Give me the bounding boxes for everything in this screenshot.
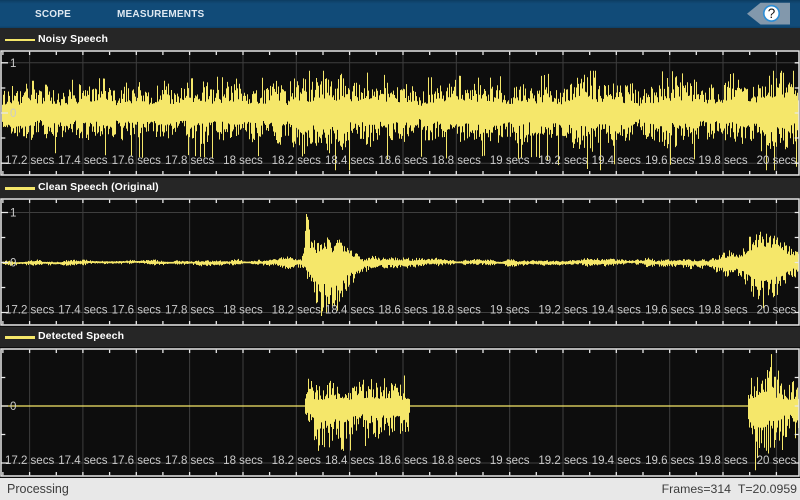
- svg-text:17.4 secs: 17.4 secs: [58, 455, 107, 467]
- svg-text:17.2 secs: 17.2 secs: [5, 455, 54, 467]
- svg-text:1: 1: [10, 58, 16, 70]
- svg-text:20 secs: 20 secs: [757, 455, 797, 467]
- svg-text:18.8 secs: 18.8 secs: [432, 455, 481, 467]
- svg-text:18 secs: 18 secs: [223, 305, 263, 317]
- svg-text:17.2 secs: 17.2 secs: [5, 305, 54, 317]
- svg-text:19.8 secs: 19.8 secs: [698, 155, 747, 167]
- svg-text:0: 0: [10, 258, 16, 270]
- svg-text:18.4 secs: 18.4 secs: [325, 155, 374, 167]
- svg-text:18.6 secs: 18.6 secs: [378, 305, 427, 317]
- svg-text:18 secs: 18 secs: [223, 155, 263, 167]
- svg-text:18.6 secs: 18.6 secs: [378, 455, 427, 467]
- svg-text:18.6 secs: 18.6 secs: [378, 155, 427, 167]
- svg-text:1: 1: [10, 208, 16, 220]
- svg-text:19.6 secs: 19.6 secs: [645, 155, 694, 167]
- svg-text:17.8 secs: 17.8 secs: [165, 455, 214, 467]
- svg-text:19 secs: 19 secs: [490, 155, 530, 167]
- svg-text:18.8 secs: 18.8 secs: [432, 155, 481, 167]
- svg-text:17.4 secs: 17.4 secs: [58, 305, 107, 317]
- svg-text:18.2 secs: 18.2 secs: [272, 455, 321, 467]
- svg-text:18.8 secs: 18.8 secs: [432, 305, 481, 317]
- svg-text:0: 0: [10, 401, 16, 413]
- svg-text:19.2 secs: 19.2 secs: [538, 455, 587, 467]
- svg-text:17.6 secs: 17.6 secs: [112, 305, 161, 317]
- svg-text:17.2 secs: 17.2 secs: [5, 155, 54, 167]
- svg-text:?: ?: [768, 6, 776, 21]
- svg-text:20 secs: 20 secs: [757, 305, 797, 317]
- svg-text:18.4 secs: 18.4 secs: [325, 455, 374, 467]
- svg-text:18.2 secs: 18.2 secs: [272, 155, 321, 167]
- svg-text:18.2 secs: 18.2 secs: [272, 305, 321, 317]
- svg-text:19.8 secs: 19.8 secs: [698, 305, 747, 317]
- svg-text:19.8 secs: 19.8 secs: [698, 455, 747, 467]
- svg-text:0: 0: [10, 108, 16, 120]
- svg-text:17.6 secs: 17.6 secs: [112, 455, 161, 467]
- svg-text:17.6 secs: 17.6 secs: [112, 155, 161, 167]
- svg-text:18 secs: 18 secs: [223, 455, 263, 467]
- svg-text:19.4 secs: 19.4 secs: [592, 305, 641, 317]
- svg-text:19 secs: 19 secs: [490, 455, 530, 467]
- svg-text:19.4 secs: 19.4 secs: [592, 455, 641, 467]
- svg-text:19.6 secs: 19.6 secs: [645, 455, 694, 467]
- svg-text:18.4 secs: 18.4 secs: [325, 305, 374, 317]
- svg-text:19.4 secs: 19.4 secs: [592, 155, 641, 167]
- svg-text:19.2 secs: 19.2 secs: [538, 305, 587, 317]
- svg-text:20 secs: 20 secs: [757, 155, 797, 167]
- svg-text:19.6 secs: 19.6 secs: [645, 305, 694, 317]
- svg-text:19 secs: 19 secs: [490, 305, 530, 317]
- svg-text:17.8 secs: 17.8 secs: [165, 155, 214, 167]
- svg-text:17.8 secs: 17.8 secs: [165, 305, 214, 317]
- svg-text:17.4 secs: 17.4 secs: [58, 155, 107, 167]
- svg-text:19.2 secs: 19.2 secs: [538, 155, 587, 167]
